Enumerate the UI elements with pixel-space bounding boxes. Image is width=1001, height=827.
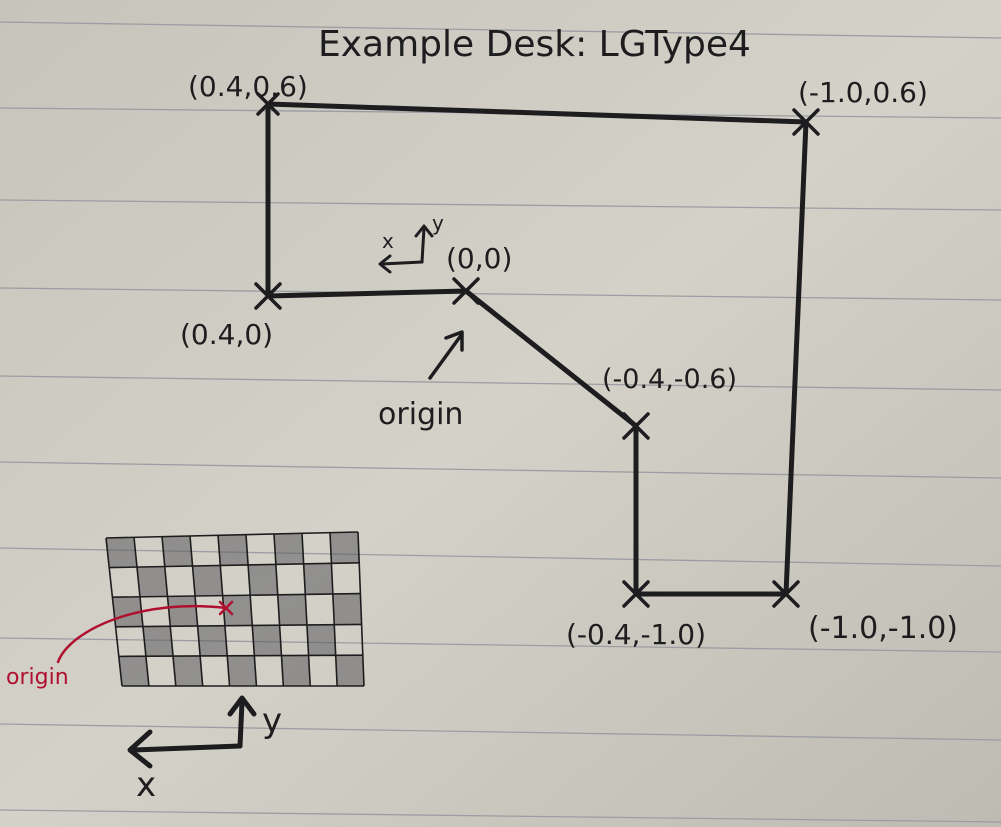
checkerboard-square [281,655,311,686]
checkerboard-grid-line [189,535,204,687]
checkerboard-square [306,624,336,656]
checkerboard-square [277,594,307,626]
checkerboard-square [173,656,203,686]
vertex-label-bottom-right: (-1.0,-1.0) [808,611,958,646]
checkerboard-square [142,626,174,657]
checkerboard-square [167,596,198,627]
checkerboard-square [106,537,137,568]
checkerboard-grid-line [118,654,363,658]
vertex-label-origin: (0,0) [446,242,512,275]
checkerboard-grid-line [105,537,123,687]
checkerboard-origin-mark [218,600,234,616]
vertex-mark-mid-left [254,282,282,310]
checkerboard-square [192,565,223,596]
vertex-label-mid-right: (-0.4,-0.6) [602,364,737,395]
checkerboard-grid-line [301,533,312,687]
checkerboard-grid-line [357,531,365,687]
checkerboard-square [218,534,249,566]
checkerboard-axes [127,695,257,769]
vertex-mark-top-left [256,92,280,116]
vertex-mark-origin [452,277,480,305]
vertex-mark-bottom-right [772,580,800,608]
checkerboard-origin-note: origin [6,665,69,690]
checkerboard-square [162,536,193,567]
vertex-marks [254,92,820,608]
checkerboard-grid-line [273,533,285,687]
origin-note: origin [378,397,463,432]
vertex-mark-bottom-left [622,580,650,608]
vertex-label-mid-left: (0.4,0) [180,318,273,351]
checkerboard-square [332,593,362,625]
checkerboard-square [112,596,143,627]
checkerboard-grid-line [115,623,362,628]
checkerboard-square [136,566,168,597]
vertex-mark-mid-right [622,412,650,440]
vertex-label-top-left: (0.4,0.6) [188,70,308,103]
origin-axis-y-label: y [432,211,444,235]
checkerboard-square [335,655,364,686]
checkerboard-square [248,564,278,596]
checkerboard-axis-x-label: x [136,765,156,805]
checkerboard-square [303,563,333,595]
vertex-label-top-right: (-1.0,0.6) [798,76,928,109]
origin-axis-arrows [378,224,434,274]
origin-note-arrow [428,330,464,380]
checkerboard-grid-line [161,536,177,687]
diagram-title: Example Desk: LGType4 [318,24,751,65]
checkerboard-square [227,655,257,686]
origin-axis-x-label: x [382,229,394,253]
checkerboard-grid-line [105,531,359,539]
checkerboard-sketch [105,531,365,687]
vertex-label-bottom-left: (-0.4,-1.0) [566,618,706,651]
vertex-mark-top-right [792,108,820,136]
checkerboard-square [252,625,282,656]
desk-outline [265,101,809,597]
checkerboard-grid-line [329,532,338,687]
checkerboard-square [330,532,360,564]
checkerboard-grid-line [245,534,258,687]
checkerboard-origin-pointer [56,604,228,664]
checkerboard-square [274,533,304,565]
checkerboard-square [118,656,149,686]
checkerboard-grid-line [112,592,361,598]
checkerboard-grid-line [109,562,360,569]
checkerboard-axis-y-label: y [262,701,282,741]
checkerboard-square [197,625,228,656]
